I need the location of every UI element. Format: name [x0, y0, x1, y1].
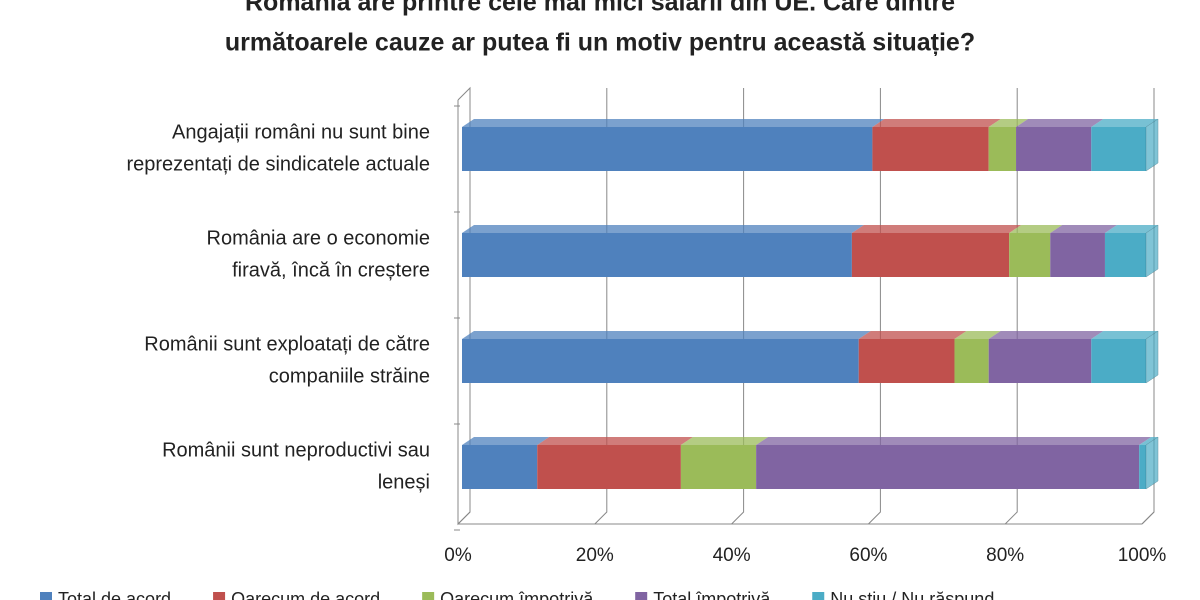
bar-end: [1145, 330, 1159, 384]
legend-swatch: [213, 592, 226, 600]
bar-top: [1139, 437, 1158, 445]
y-tick-label: Românii sunt exploatați de către: [144, 333, 430, 355]
bar-top: [1091, 331, 1158, 339]
bar: [1009, 233, 1051, 277]
x-tick-label: 100%: [1118, 545, 1167, 566]
legend-swatch: [635, 592, 648, 600]
y-tick-label: leneși: [378, 471, 430, 493]
legend-swatch: [422, 592, 435, 600]
bar: [462, 445, 538, 489]
bar-top: [756, 437, 1152, 445]
bar-top: [1104, 225, 1158, 233]
legend-swatch: [40, 592, 52, 600]
legend-label: Total împotrivă: [653, 589, 771, 600]
bar: [1016, 127, 1092, 171]
bar: [851, 233, 1010, 277]
bar: [462, 339, 859, 383]
bar-end: [1145, 118, 1159, 172]
bar: [1091, 127, 1146, 171]
y-tick-label: România are o economie: [207, 227, 430, 249]
bar: [1091, 339, 1146, 383]
bar-end: [1145, 224, 1159, 278]
bar-top: [851, 225, 1022, 233]
bar-top: [462, 437, 550, 445]
y-tick-label: Românii sunt neproductivi sau: [162, 439, 430, 461]
y-tick-label: reprezentați de sindicatele actuale: [126, 153, 430, 175]
bar-top: [988, 119, 1029, 127]
bar-top: [988, 331, 1104, 339]
x-tick-label: 40%: [713, 545, 751, 566]
bar: [872, 127, 989, 171]
bar-top: [462, 225, 864, 233]
chart-title: următoarele cauze ar putea fi un motiv p…: [225, 29, 975, 57]
bar: [462, 127, 873, 171]
x-tick-label: 60%: [849, 545, 887, 566]
y-tick-label: companiile străine: [269, 365, 430, 387]
bar-top: [462, 331, 871, 339]
legend-swatch: [812, 592, 825, 600]
bar: [988, 127, 1017, 171]
bar-top: [1050, 225, 1117, 233]
bar-top: [1091, 119, 1158, 127]
bar-top: [872, 119, 1001, 127]
bar: [954, 339, 989, 383]
bar: [756, 445, 1140, 489]
bar-top: [462, 119, 885, 127]
bar: [680, 445, 757, 489]
chart-title: România are printre cele mai mici salari…: [245, 0, 955, 17]
bar-top: [858, 331, 967, 339]
x-tick-label: 80%: [986, 545, 1024, 566]
bar: [988, 339, 1092, 383]
bar-top: [954, 331, 1001, 339]
bar: [537, 445, 681, 489]
bar-top: [1016, 119, 1104, 127]
bar-end: [1145, 436, 1159, 490]
bar: [1104, 233, 1146, 277]
legend-label: Nu știu / Nu răspund: [830, 589, 994, 600]
legend-label: Total de acord: [58, 589, 171, 600]
bar: [858, 339, 955, 383]
x-tick-label: 20%: [576, 545, 614, 566]
bar: [462, 233, 852, 277]
bar-top: [537, 437, 693, 445]
bar-top: [1009, 225, 1063, 233]
x-tick-label: 0%: [444, 545, 472, 566]
bar: [1139, 445, 1146, 489]
legend-label: Oarecum de acord: [231, 589, 380, 600]
bar: [1050, 233, 1105, 277]
y-tick-label: firavă, încă în creștere: [232, 259, 430, 281]
bar-top: [680, 437, 769, 445]
legend-label: Oarecum împotrivă: [440, 589, 594, 600]
y-tick-label: Angajații români nu sunt bine: [172, 121, 430, 143]
